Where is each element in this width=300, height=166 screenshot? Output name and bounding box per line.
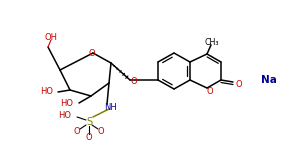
Text: O: O [89, 48, 95, 57]
Text: HO: HO [60, 99, 73, 109]
Text: O: O [236, 80, 242, 88]
Text: O: O [74, 126, 80, 135]
Text: OH: OH [44, 33, 58, 42]
Text: O: O [98, 126, 104, 135]
Text: O: O [86, 133, 92, 142]
Text: Na: Na [261, 75, 277, 85]
Text: S: S [86, 117, 92, 127]
Text: HO: HO [58, 112, 71, 121]
Text: HO: HO [40, 86, 53, 95]
Text: NH: NH [105, 102, 117, 112]
Text: O: O [207, 86, 213, 95]
Text: O: O [131, 77, 137, 85]
Text: CH₃: CH₃ [205, 38, 219, 46]
